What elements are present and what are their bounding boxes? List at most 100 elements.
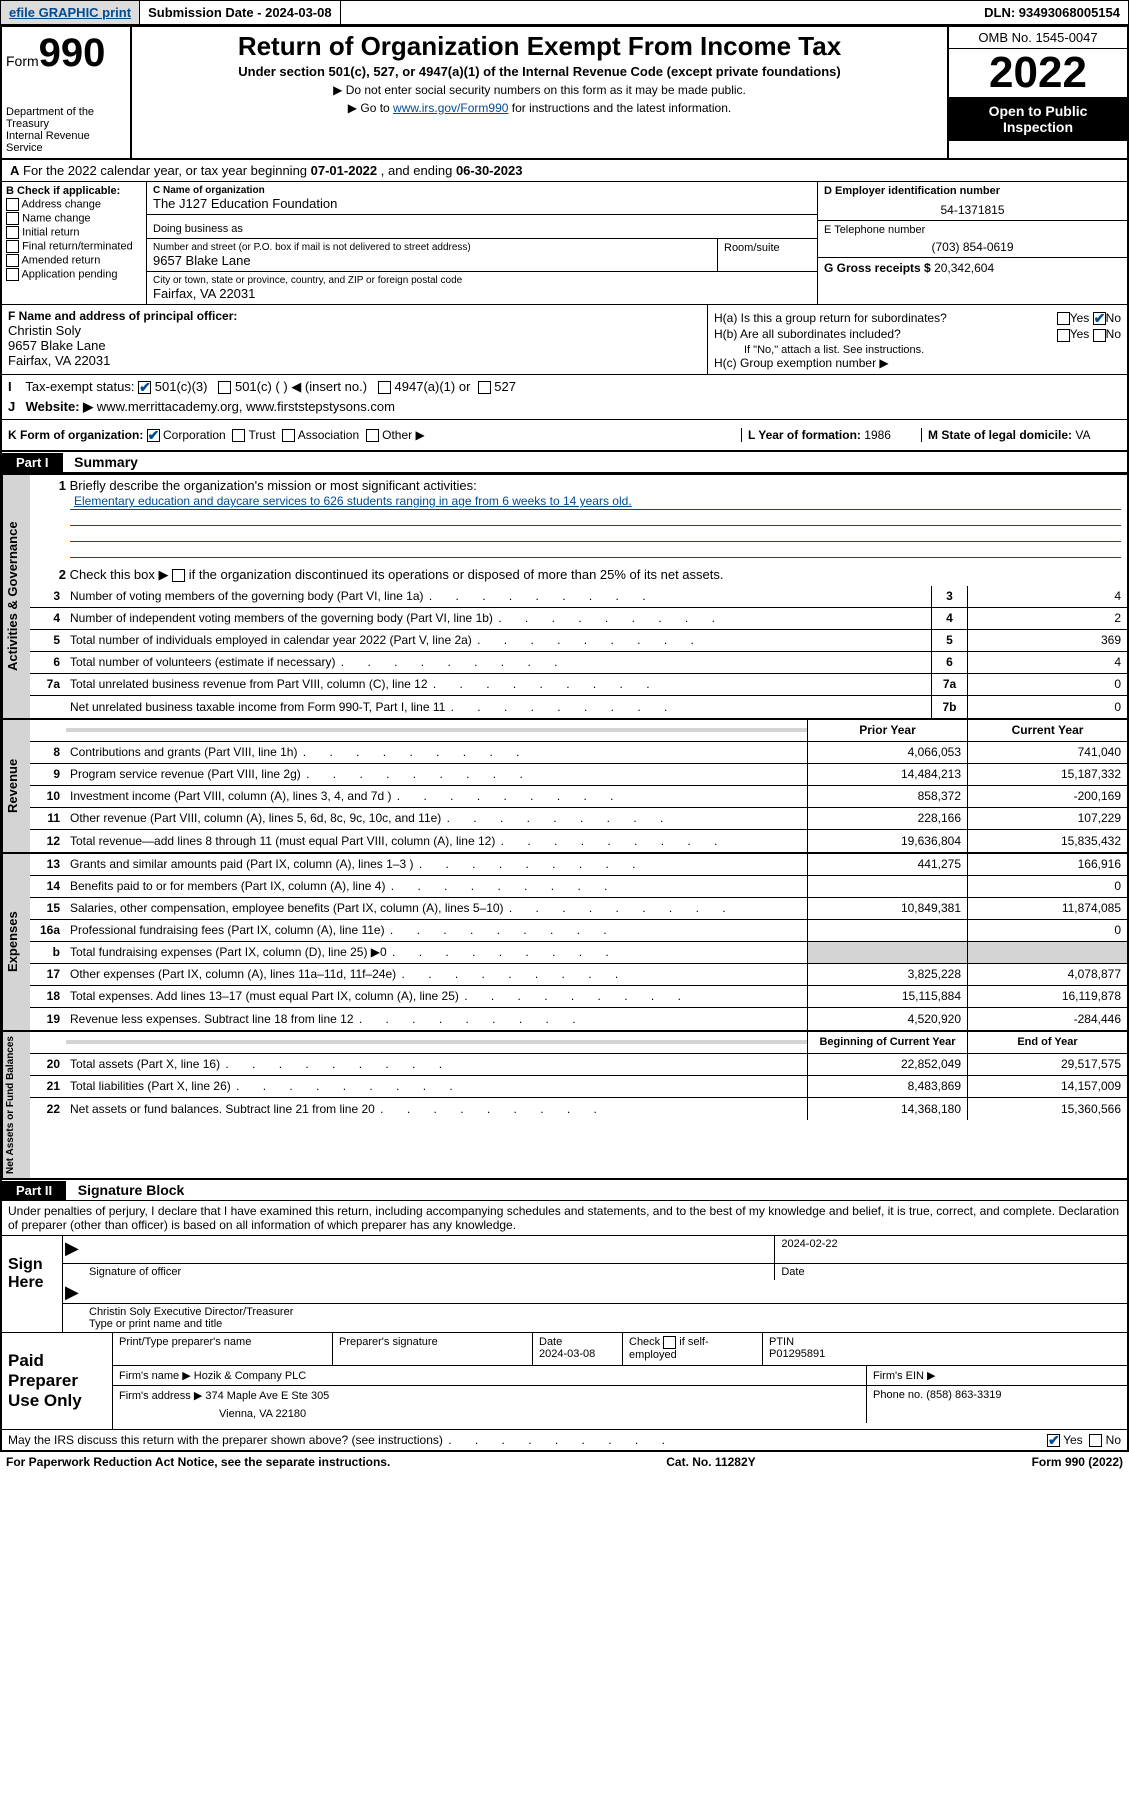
part2-header: Part II: [2, 1181, 66, 1200]
org-name: The J127 Education Foundation: [153, 196, 811, 211]
mission-text[interactable]: Elementary education and daycare service…: [74, 494, 632, 508]
firm-phone: (858) 863-3319: [926, 1389, 1001, 1401]
table-row: 6Total number of volunteers (estimate if…: [30, 652, 1127, 674]
hc-label: H(c) Group exemption number ▶: [714, 356, 1121, 370]
table-row: 21Total liabilities (Part X, line 26)8,4…: [30, 1076, 1127, 1098]
state-domicile: VA: [1075, 428, 1090, 442]
firm-name: Hozik & Company PLC: [194, 1370, 307, 1382]
table-row: 19Revenue less expenses. Subtract line 1…: [30, 1008, 1127, 1030]
section-b-checkboxes: B Check if applicable: Address change Na…: [2, 182, 147, 304]
arrow-icon: ▶: [63, 1280, 83, 1303]
efile-print-button[interactable]: efile GRAPHIC print: [1, 1, 140, 24]
side-label-revenue: Revenue: [2, 720, 30, 852]
officer-address: 9657 Blake Lane: [8, 338, 701, 353]
gross-receipts-value: 20,342,604: [934, 261, 994, 275]
501c-checkbox[interactable]: [218, 381, 231, 394]
officer-name: Christin Soly: [8, 323, 701, 338]
discuss-yes-checkbox[interactable]: [1047, 1434, 1060, 1447]
line2-checkbox[interactable]: [172, 569, 185, 582]
form-label: Form: [6, 53, 39, 69]
ha-label: H(a) Is this a group return for subordin…: [714, 311, 947, 325]
arrow-icon: ▶: [63, 1236, 83, 1263]
ein-label: D Employer identification number: [824, 185, 1121, 197]
top-bar: efile GRAPHIC print Submission Date - 20…: [0, 0, 1129, 25]
hb-note: If "No," attach a list. See instructions…: [714, 344, 1121, 356]
date-label: Date: [775, 1264, 1127, 1280]
firm-address: 374 Maple Ave E Ste 305: [205, 1390, 329, 1402]
sig-officer-label: Signature of officer: [83, 1264, 775, 1280]
ssn-note: ▶ Do not enter social security numbers o…: [140, 83, 939, 97]
form-footer: Form 990 (2022): [1032, 1455, 1123, 1469]
table-row: 14Benefits paid to or for members (Part …: [30, 876, 1127, 898]
discuss-no-checkbox[interactable]: [1089, 1434, 1102, 1447]
table-row: 5Total number of individuals employed in…: [30, 630, 1127, 652]
address-change-checkbox[interactable]: [6, 198, 19, 211]
table-row: 20Total assets (Part X, line 16)22,852,0…: [30, 1054, 1127, 1076]
ha-yes-checkbox[interactable]: [1057, 312, 1070, 325]
open-inspection: Open to Public Inspection: [949, 97, 1127, 141]
name-change-checkbox[interactable]: [6, 212, 19, 225]
form-990-document: Form990 Department of the Treasury Inter…: [0, 25, 1129, 1452]
association-checkbox[interactable]: [282, 429, 295, 442]
sign-here-label: Sign Here: [2, 1236, 62, 1332]
part1-header: Part I: [2, 453, 63, 472]
tax-year: 2022: [949, 49, 1127, 97]
dba-label: Doing business as: [153, 223, 811, 235]
table-row: 22Net assets or fund balances. Subtract …: [30, 1098, 1127, 1120]
website-value: www.merrittacademy.org, www.firststepsty…: [97, 399, 395, 414]
form-org-label: K Form of organization:: [8, 428, 143, 442]
irs-link[interactable]: www.irs.gov/Form990: [393, 101, 508, 115]
gross-receipts-label: G Gross receipts $: [824, 261, 931, 275]
application-pending-checkbox[interactable]: [6, 268, 19, 281]
website-label: Website: ▶: [26, 399, 94, 414]
other-checkbox[interactable]: [366, 429, 379, 442]
initial-return-checkbox[interactable]: [6, 226, 19, 239]
hb-no-checkbox[interactable]: [1093, 329, 1106, 342]
form-title: Return of Organization Exempt From Incom…: [140, 31, 939, 62]
final-return-checkbox[interactable]: [6, 240, 19, 253]
self-employed-checkbox[interactable]: [663, 1336, 676, 1349]
corporation-checkbox[interactable]: [147, 429, 160, 442]
declaration-text: Under penalties of perjury, I declare th…: [2, 1201, 1127, 1236]
part2-title: Signature Block: [70, 1180, 193, 1200]
begin-year-header: Beginning of Current Year: [807, 1032, 967, 1053]
ein-value: 54-1371815: [824, 203, 1121, 217]
dln: DLN: 93493068005154: [976, 1, 1128, 24]
firm-city: Vienna, VA 22180: [119, 1408, 860, 1420]
row-a-tax-year: A For the 2022 calendar year, or tax yea…: [2, 160, 1127, 182]
side-label-expenses: Expenses: [2, 854, 30, 1030]
part1-title: Summary: [66, 452, 146, 472]
table-row: 15Salaries, other compensation, employee…: [30, 898, 1127, 920]
table-row: 11Other revenue (Part VIII, column (A), …: [30, 808, 1127, 830]
prior-year-header: Prior Year: [807, 720, 967, 741]
table-row: Net unrelated business taxable income fr…: [30, 696, 1127, 718]
cat-number: Cat. No. 11282Y: [666, 1455, 755, 1469]
officer-label: F Name and address of principal officer:: [8, 309, 701, 323]
trust-checkbox[interactable]: [232, 429, 245, 442]
table-row: bTotal fundraising expenses (Part IX, co…: [30, 942, 1127, 964]
amended-return-checkbox[interactable]: [6, 254, 19, 267]
irs-label: Internal Revenue Service: [6, 130, 126, 154]
name-title-label: Type or print name and title: [89, 1318, 1121, 1330]
officer-name-title: Christin Soly Executive Director/Treasur…: [89, 1306, 1121, 1318]
goto-post: for instructions and the latest informat…: [508, 101, 731, 115]
table-row: 16aProfessional fundraising fees (Part I…: [30, 920, 1127, 942]
firm-ein-label: Firm's EIN ▶: [867, 1366, 1127, 1385]
4947-checkbox[interactable]: [378, 381, 391, 394]
side-label-net-assets: Net Assets or Fund Balances: [2, 1032, 30, 1178]
line1-label: Briefly describe the organization's miss…: [70, 478, 477, 493]
form-subtitle: Under section 501(c), 527, or 4947(a)(1)…: [140, 64, 939, 79]
501c3-checkbox[interactable]: [138, 381, 151, 394]
address-label: Number and street (or P.O. box if mail i…: [153, 242, 711, 253]
527-checkbox[interactable]: [478, 381, 491, 394]
ha-no-checkbox[interactable]: [1093, 312, 1106, 325]
city-label: City or town, state or province, country…: [153, 275, 811, 286]
hb-yes-checkbox[interactable]: [1057, 329, 1070, 342]
phone-label: E Telephone number: [824, 224, 1121, 236]
table-row: 12Total revenue—add lines 8 through 11 (…: [30, 830, 1127, 852]
form-number: 990: [39, 31, 106, 75]
discuss-question: May the IRS discuss this return with the…: [8, 1433, 667, 1447]
table-row: 3Number of voting members of the governi…: [30, 586, 1127, 608]
paperwork-notice: For Paperwork Reduction Act Notice, see …: [6, 1455, 390, 1469]
current-year-header: Current Year: [967, 720, 1127, 741]
